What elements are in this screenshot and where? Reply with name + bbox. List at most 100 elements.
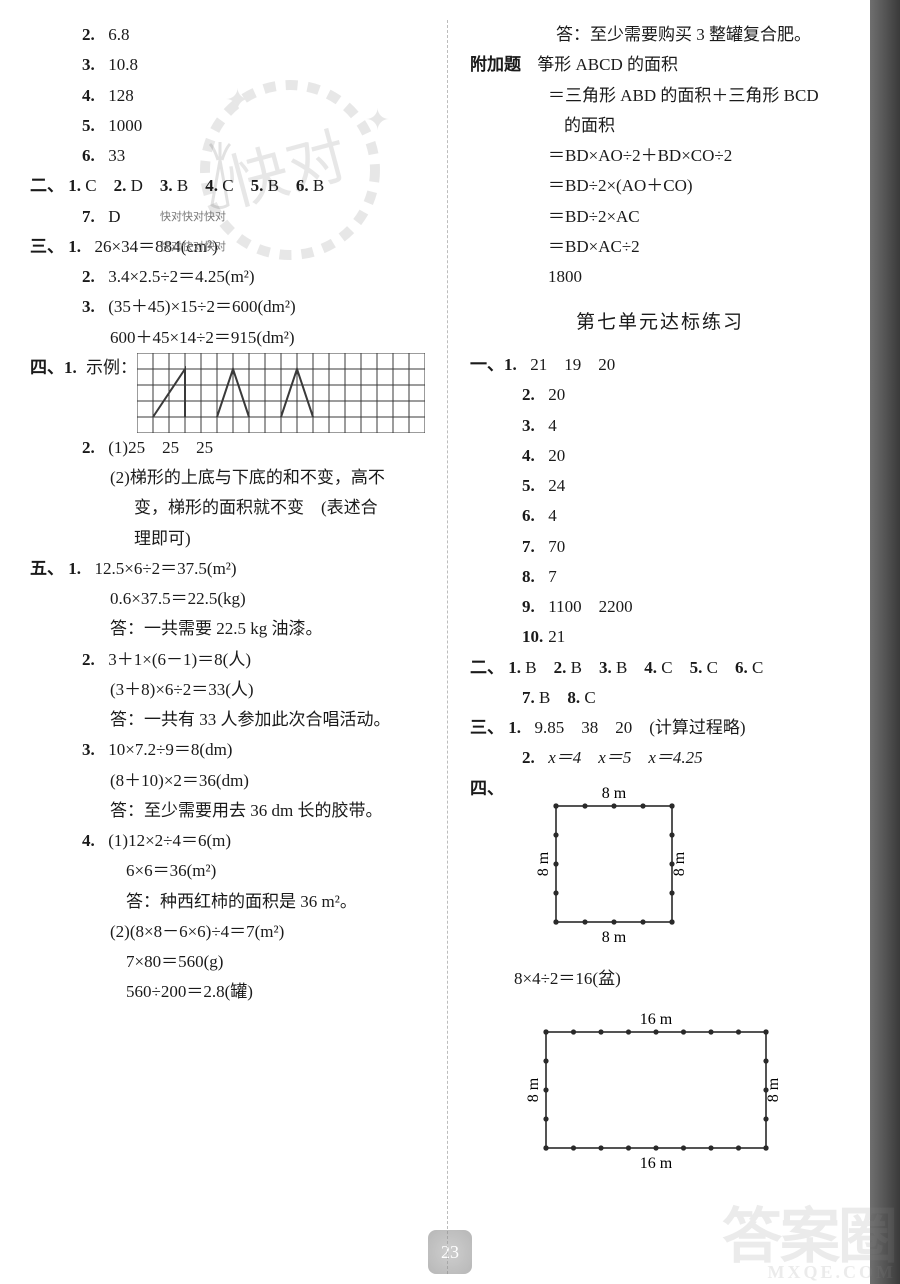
- section-label: 一、: [470, 350, 504, 380]
- mc-answer: 4. C: [205, 171, 250, 201]
- equation: ＝BD×AC÷2: [470, 232, 850, 262]
- mc-answer: 3. B: [160, 171, 205, 201]
- item-number: 6.: [522, 501, 544, 531]
- mc-answer: 3. B: [599, 653, 644, 683]
- item-number: 2.: [82, 262, 104, 292]
- equation: (2)(8×8－6×6)÷4＝7(m²): [30, 917, 425, 947]
- answer-text: (2)梯形的上底与下底的和不变，高不: [30, 463, 425, 493]
- answer-value: x＝4 x＝5 x＝4.25: [548, 748, 702, 767]
- item-number: 2.: [82, 20, 104, 50]
- item-number: 2.: [82, 433, 104, 463]
- mc-answer: 8. C: [567, 683, 612, 713]
- equation: 的面积: [470, 111, 850, 141]
- left-column: 2. 6.83. 10.84. 1285. 10006. 33 二、 1. C …: [30, 20, 425, 1274]
- item-number: 1.: [68, 554, 90, 584]
- answer-value: 9.85 38 20 (计算过程略): [535, 718, 746, 737]
- item-number: 2.: [522, 380, 544, 410]
- answer-value: D: [108, 207, 120, 226]
- section-label: 四、: [30, 353, 64, 383]
- item-number: 2.: [522, 743, 544, 773]
- item-number: 5.: [522, 471, 544, 501]
- answer-text: 答：至少需要购买 3 整罐复合肥。: [470, 20, 850, 50]
- answer-value: 7: [548, 567, 557, 586]
- item-number: 3.: [82, 50, 104, 80]
- answer-value: 20: [548, 385, 565, 404]
- svg-text:8 m: 8 m: [525, 1077, 542, 1102]
- item-number: 8.: [522, 562, 544, 592]
- svg-text:8 m: 8 m: [671, 851, 688, 876]
- mc-answer: 5. B: [251, 171, 296, 201]
- item-number: 3.: [82, 292, 104, 322]
- equation: ＝三角形 ABD 的面积＋三角形 BCD: [470, 81, 850, 111]
- equation: 560÷200＝2.8(罐): [30, 977, 425, 1007]
- answer-value: 33: [108, 146, 125, 165]
- watermark-text: 快对快对快对: [160, 241, 226, 253]
- answer-text: 答：一共有 33 人参加此次合唱活动。: [30, 705, 425, 735]
- answer-value: 24: [548, 476, 565, 495]
- mc-answer: 4. C: [644, 653, 689, 683]
- item-number: 5.: [82, 111, 104, 141]
- item-number: 10.: [522, 622, 544, 652]
- item-number: 1.: [504, 350, 526, 380]
- mc-answer: 5. C: [690, 653, 735, 683]
- square-figure: 8 m 8 m 8 m 8 m: [504, 774, 704, 964]
- answer-value: 10.8: [108, 55, 138, 74]
- item-number: 7.: [522, 532, 544, 562]
- mc-answer: 6. B: [296, 171, 341, 201]
- equation: 6×6＝36(m²): [30, 856, 425, 886]
- item-number: 4.: [82, 81, 104, 111]
- answer-text: 答：种西红柿的面积是 36 m²。: [30, 887, 425, 917]
- right-column: 答：至少需要购买 3 整罐复合肥。 附加题 筝形 ABCD 的面积 ＝三角形 A…: [470, 20, 850, 1274]
- bonus-label: 附加题: [470, 50, 521, 80]
- equation: ＝BD÷2×AC: [470, 202, 850, 232]
- equation: (35＋45)×15÷2＝600(dm²): [108, 297, 295, 316]
- svg-text:8 m: 8 m: [535, 851, 552, 876]
- rect-figure: 16 m16 m8 m8 m: [514, 1165, 798, 1184]
- svg-text:8 m: 8 m: [765, 1077, 782, 1102]
- svg-text:16 m: 16 m: [640, 1011, 673, 1028]
- section-label: 五、: [30, 554, 64, 584]
- section-label: 二、: [30, 171, 64, 201]
- grid-figure: [137, 353, 425, 433]
- answer-value: 4: [548, 416, 557, 435]
- section-label: 二、: [470, 653, 504, 683]
- answer-value: 21: [548, 627, 565, 646]
- equation: 600＋45×14÷2＝915(dm²): [30, 323, 425, 353]
- item-number: 9.: [522, 592, 544, 622]
- item-number: 3.: [82, 735, 104, 765]
- item-number: 7.: [82, 202, 104, 232]
- mc-answer: 2. B: [554, 653, 599, 683]
- page-number-badge: 23: [428, 1230, 472, 1274]
- mc-answer: 1. C: [68, 171, 113, 201]
- equation: 筝形 ABCD 的面积: [525, 55, 678, 74]
- answer-value: 1800: [470, 262, 850, 292]
- scan-right-edge: [870, 0, 900, 1284]
- answer-value: (1)25 25 25: [108, 438, 213, 457]
- example-label: 示例：: [86, 353, 137, 383]
- unit-title: 第七单元达标练习: [470, 306, 850, 340]
- mc-answer: 2. D: [114, 171, 160, 201]
- section-label: 三、: [30, 232, 64, 262]
- svg-text:8 m: 8 m: [602, 929, 627, 946]
- equation: 10×7.2÷9＝8(dm): [108, 740, 232, 759]
- answer-text: 答：一共需要 22.5 kg 油漆。: [30, 614, 425, 644]
- answer-value: 128: [108, 86, 134, 105]
- mc-answer: 6. C: [735, 653, 780, 683]
- answer-value: 4: [548, 506, 557, 525]
- answer-value: 70: [548, 537, 565, 556]
- section-label: 四、: [470, 774, 504, 804]
- svg-text:8 m: 8 m: [602, 785, 627, 802]
- answer-value: 21 19 20: [530, 355, 615, 374]
- equation: 3.4×2.5÷2＝4.25(m²): [108, 267, 254, 286]
- answer-text: 变，梯形的面积就不变 (表述合: [30, 493, 425, 523]
- item-number: 2.: [82, 645, 104, 675]
- item-number: 4.: [522, 441, 544, 471]
- answer-value: 1100 2200: [548, 597, 632, 616]
- equation: 12.5×6÷2＝37.5(m²): [95, 559, 237, 578]
- mc-answer: 7. B: [522, 683, 567, 713]
- item-number: 1.: [508, 713, 530, 743]
- item-number: 3.: [522, 411, 544, 441]
- watermark-text: 快对快对快对: [160, 211, 226, 223]
- equation: 7×80＝560(g): [30, 947, 425, 977]
- answer-text: 答：至少需要用去 36 dm 长的胶带。: [30, 796, 425, 826]
